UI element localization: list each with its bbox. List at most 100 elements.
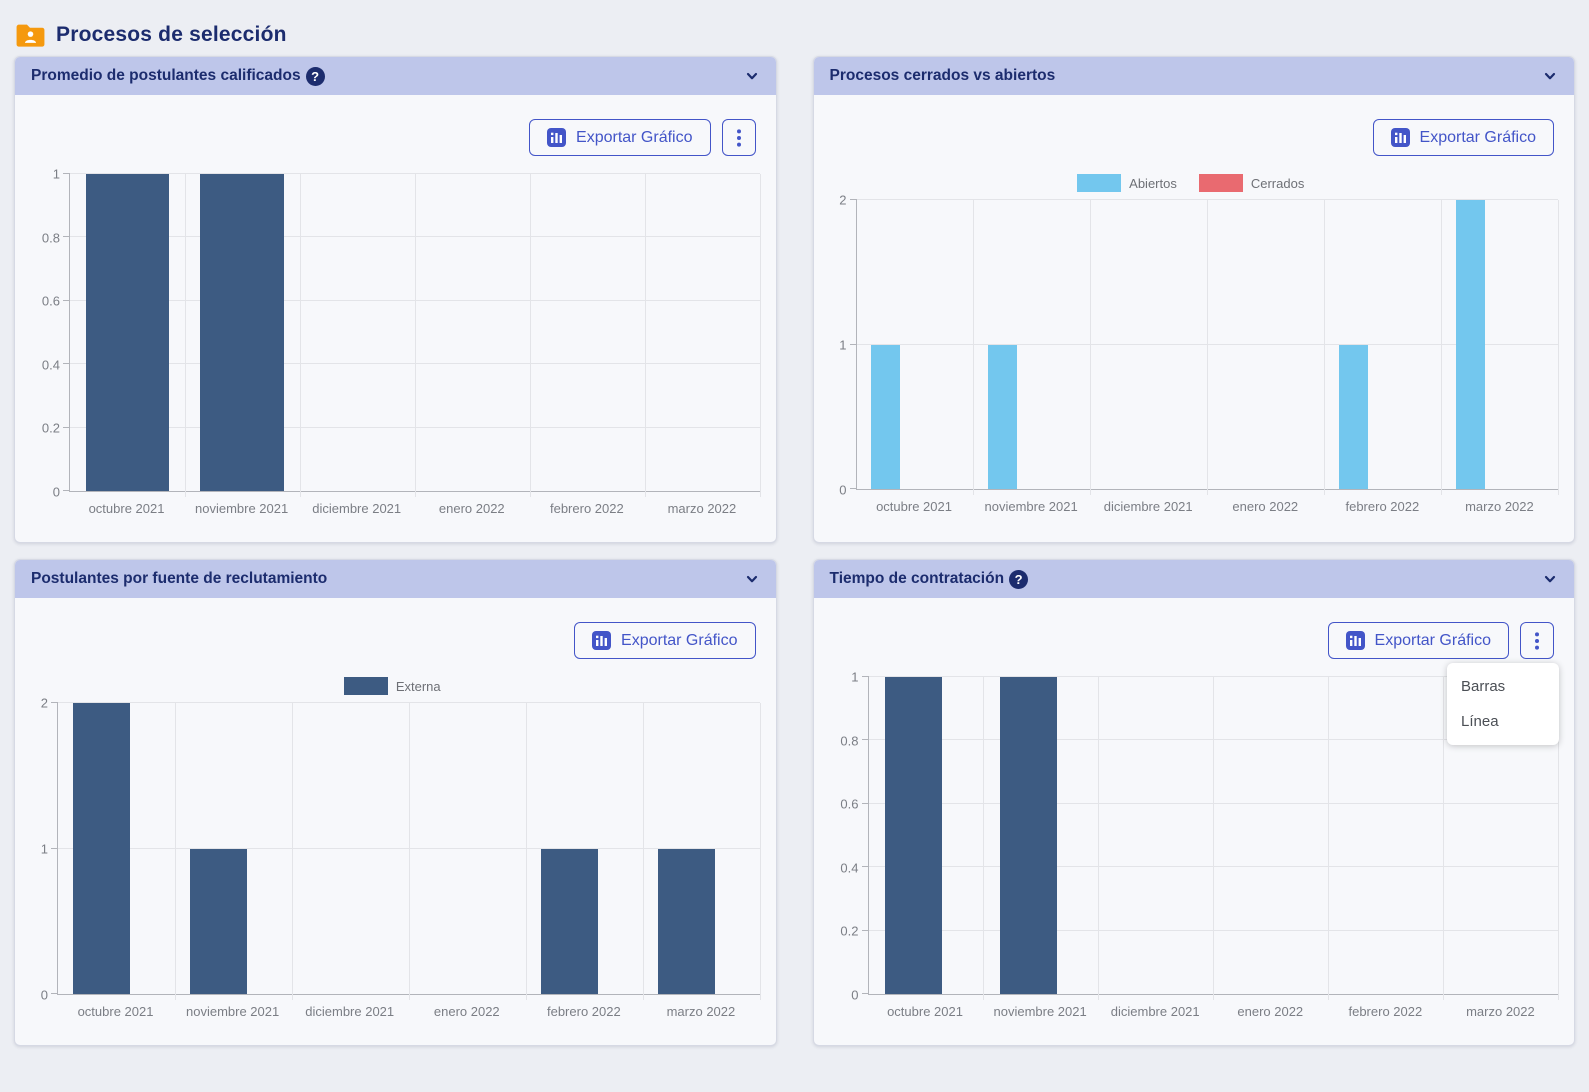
help-icon[interactable]: ?: [305, 66, 325, 86]
panel-header[interactable]: Tiempo de contratación ?: [813, 560, 1574, 598]
x-axis-label: octubre 2021: [77, 1004, 154, 1019]
y-axis-tick-label: 2: [40, 695, 48, 711]
x-axis-label: noviembre 2021: [984, 499, 1078, 514]
panel-header[interactable]: Procesos cerrados vs abiertos: [813, 57, 1574, 95]
legend-swatch: [343, 677, 388, 695]
x-axis-label: febrero 2022: [1348, 1004, 1423, 1019]
bar-chart-icon: [592, 631, 612, 650]
gridline: [868, 676, 1558, 677]
chart-promedio-postulantes: 0 0.2 0.4 0.6 0.8 1 octubre 2021 noviembre 2021…: [25, 168, 761, 516]
bar-octubre-2021[interactable]: [871, 344, 901, 489]
y-tick-mark: [51, 702, 58, 703]
gridline: [1443, 677, 1445, 1000]
y-axis-tick-label: 1: [40, 841, 48, 857]
bar-febrero-2022[interactable]: [1338, 344, 1368, 489]
export-chart-button[interactable]: Exportar Gráfico: [529, 119, 711, 156]
x-axis-label: febrero 2022: [546, 1004, 621, 1019]
plot-area: [849, 199, 1559, 495]
panel-procesos-cerrados-abiertos: Procesos cerrados vs abiertos Exportar G…: [812, 56, 1575, 543]
x-axis-label: octubre 2021: [88, 501, 165, 516]
folder-user-icon: [16, 24, 45, 47]
export-chart-label: Exportar Gráfico: [621, 631, 738, 649]
x-axis-label: octubre 2021: [887, 1004, 963, 1019]
legend-item-cerrados[interactable]: Cerrados: [1198, 174, 1305, 192]
export-chart-button[interactable]: Exportar Gráfico: [1327, 622, 1509, 659]
chevron-down-icon[interactable]: [1542, 571, 1558, 587]
chart-toolbar: Exportar Gráfico: [814, 95, 1575, 156]
panel-promedio-postulantes: Promedio de postulantes calificados ? Ex…: [14, 56, 777, 543]
y-axis-tick-label: 0.4: [41, 357, 60, 373]
export-chart-label: Exportar Gráfico: [1374, 631, 1491, 649]
y-tick-mark: [63, 173, 70, 174]
y-tick-mark: [63, 426, 70, 428]
y-tick-mark: [861, 993, 869, 994]
x-axis-label: enero 2022: [1237, 1004, 1304, 1019]
gridline: [408, 703, 410, 1000]
bar-febrero-2022[interactable]: [540, 848, 599, 994]
chevron-down-icon[interactable]: [744, 571, 760, 587]
y-tick-mark: [63, 490, 70, 491]
bar-octubre-2021[interactable]: [73, 703, 131, 994]
y-tick-mark: [861, 866, 869, 868]
y-axis-tick-label: 0.8: [840, 733, 859, 749]
gridline: [70, 173, 760, 174]
plot-area: [63, 173, 761, 497]
bar-marzo-2022[interactable]: [657, 848, 716, 994]
bar-octubre-2021[interactable]: [884, 677, 943, 994]
panel-body: Exportar Gráfico Barras Línea 0 0.2 0.4 0.6…: [814, 598, 1575, 1045]
y-axis-tick-label: 0.6: [41, 293, 60, 309]
kebab-menu-button[interactable]: [1520, 622, 1554, 659]
y-axis-tick-label: 2: [839, 192, 847, 208]
export-chart-button[interactable]: Exportar Gráfico: [1372, 119, 1554, 156]
y-tick-mark: [861, 739, 869, 741]
gridline: [856, 199, 1558, 200]
y-axis-tick-label: 1: [52, 166, 60, 182]
bar-noviembre-2021[interactable]: [190, 848, 248, 994]
export-chart-button[interactable]: Exportar Gráfico: [574, 622, 756, 659]
bar-octubre-2021[interactable]: [85, 174, 170, 491]
bar-noviembre-2021[interactable]: [200, 174, 285, 491]
panel-title: Postulantes por fuente de reclutamiento: [31, 570, 328, 587]
chevron-down-icon[interactable]: [744, 68, 760, 84]
chart-legend: Externa: [25, 677, 760, 695]
chart-procesos-cerrados-abiertos: Abiertos Cerrados 0 1 2 octubre 2021 noviembre…: [824, 174, 1559, 514]
x-axis-label: diciembre 2021: [312, 501, 402, 516]
plot-area: [861, 676, 1559, 1000]
y-axis-tick-label: 0.4: [840, 860, 859, 876]
menu-item-barras[interactable]: Barras: [1461, 678, 1506, 695]
x-axis-label: noviembre 2021: [186, 1004, 280, 1019]
gridline: [414, 174, 416, 497]
y-axis-tick-label: 0: [839, 482, 847, 498]
gridline: [299, 174, 301, 497]
gridline: [529, 174, 531, 497]
legend-item-externa[interactable]: Externa: [343, 677, 441, 695]
menu-item-linea[interactable]: Línea: [1461, 713, 1499, 730]
bar-noviembre-2021[interactable]: [999, 677, 1057, 994]
bar-chart-icon: [547, 128, 567, 147]
bar-marzo-2022[interactable]: [1455, 200, 1485, 489]
y-axis-tick-label: 0: [40, 987, 48, 1003]
bar-chart-icon: [1345, 631, 1365, 650]
x-axis-label: octubre 2021: [876, 499, 952, 514]
y-tick-mark: [63, 236, 70, 238]
bar-noviembre-2021[interactable]: [988, 344, 1018, 489]
help-icon[interactable]: ?: [1009, 569, 1029, 589]
y-tick-mark: [51, 993, 58, 994]
legend-label: Cerrados: [1250, 175, 1305, 191]
y-tick-mark: [51, 847, 58, 849]
panel-body: Exportar Gráfico 0 0.2 0.4 0.6 0.8 1 octubre 2…: [15, 95, 776, 542]
y-tick-mark: [849, 343, 857, 345]
panel-header[interactable]: Promedio de postulantes calificados ?: [15, 57, 776, 95]
legend-item-abiertos[interactable]: Abiertos: [1077, 174, 1177, 192]
plot-area: [51, 702, 761, 1000]
gridline: [1558, 200, 1559, 495]
gridline: [174, 703, 176, 1000]
kebab-menu-button[interactable]: [721, 119, 756, 156]
y-tick-mark: [63, 363, 70, 365]
panel-header[interactable]: Postulantes por fuente de reclutamiento: [15, 560, 776, 598]
x-axis-label: enero 2022: [1232, 499, 1299, 514]
panel-title: Procesos cerrados vs abiertos: [829, 67, 1056, 84]
gridline: [1207, 200, 1209, 495]
y-axis-tick-label: 1: [851, 669, 859, 685]
chevron-down-icon[interactable]: [1542, 68, 1558, 84]
